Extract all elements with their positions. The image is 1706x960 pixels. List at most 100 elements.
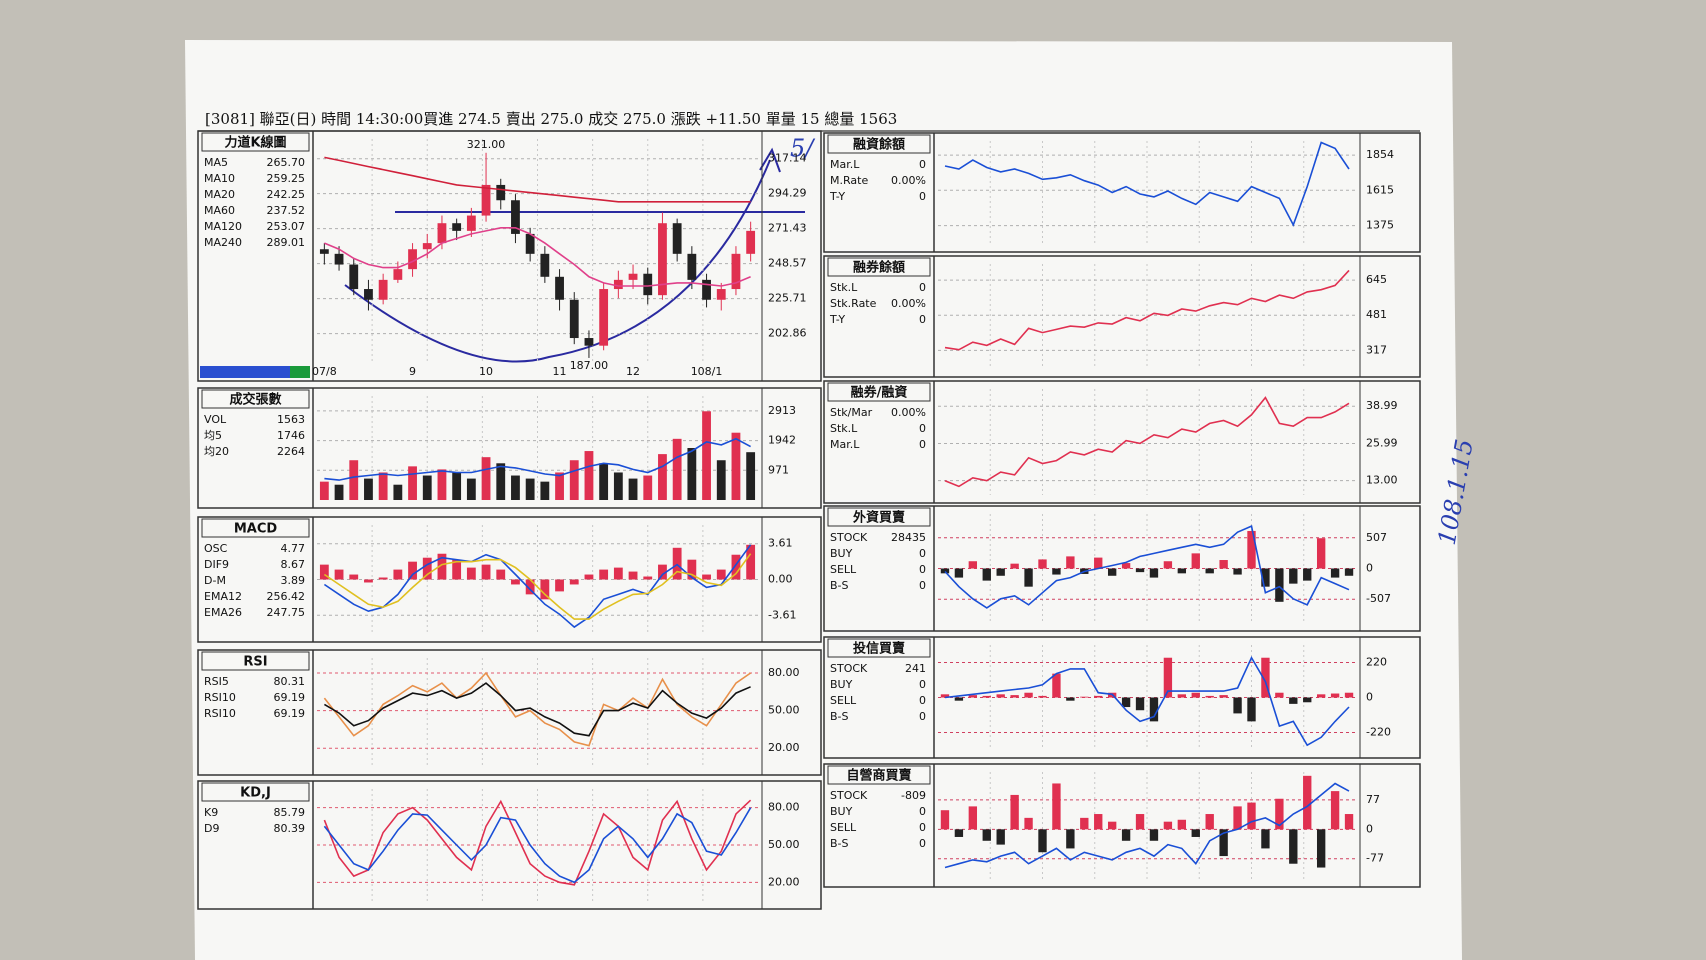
legend-value: 28435 [891,531,926,544]
bar [954,697,964,701]
bar [613,472,623,500]
legend-name: SELL [830,694,857,707]
bar [1094,557,1103,569]
legend-value: 0 [919,563,926,576]
bar [702,411,711,500]
legend-value: 253.07 [267,220,306,233]
bar [1316,829,1326,868]
x-tick-label: 07/8 [312,365,337,378]
legend-value: 0 [919,190,926,203]
candle-body [628,273,638,280]
bar [1191,692,1200,698]
legend-value: 0 [919,313,926,326]
bar [334,569,344,580]
bar [954,829,964,837]
bar [1052,783,1061,830]
legend-name: BUY [830,678,853,691]
bar [1330,568,1340,578]
bar [1344,692,1354,698]
panel-frame [197,387,822,509]
panel-frame [823,505,1421,632]
bar [466,478,476,500]
legend-value: 0 [919,422,926,435]
series-line [324,156,751,203]
bar [555,579,564,592]
legend-value: 0 [919,281,926,294]
y-tick-label: 0 [1366,562,1373,575]
bar [746,452,756,500]
legend-value: 80.31 [274,675,306,688]
bar [1275,798,1284,830]
y-tick-label: 1615 [1366,183,1394,196]
bar [540,481,550,500]
legend-name: B-S [830,710,849,723]
candle-body [716,289,726,300]
legend-value: 242.25 [267,188,306,201]
bar [1163,821,1173,830]
legend-value: 0 [919,837,926,850]
y-tick-label: 507 [1366,531,1387,544]
legend-strip [290,366,310,378]
bar [1205,695,1214,698]
bar [968,806,978,830]
candle-body [658,223,667,296]
bar [1066,697,1075,701]
y-tick-label: 77 [1366,793,1380,806]
bar [1010,794,1019,830]
bar [996,568,1005,576]
bar [1135,697,1145,711]
bar [1052,673,1061,698]
y-tick-label: 20.00 [768,741,800,754]
candle-body [643,273,653,296]
bar [1330,791,1340,830]
bar [731,432,741,500]
candle-body [613,279,623,290]
bar [1121,829,1131,841]
candle-body [555,276,564,300]
legend-name: Mar.L [830,158,860,171]
candle-body [334,253,344,265]
bar [996,829,1005,845]
title-box [201,389,310,409]
legend-name: K9 [204,806,218,819]
candle-body [452,223,462,231]
panel-title: 自營商買賣 [846,768,912,784]
bar [1303,697,1312,703]
legend-value: 256.42 [267,590,306,603]
x-tick-label: 10 [479,365,493,378]
bar [481,457,491,500]
cup-curve [344,147,781,363]
bar [1344,814,1354,830]
bar [1135,568,1145,573]
candle-body [349,264,359,290]
x-tick-label: 108/1 [691,365,723,378]
bar [422,557,432,580]
bar [496,569,506,580]
bar [1219,560,1228,569]
series-line [323,799,752,886]
bar [940,810,950,830]
bar [1149,697,1159,722]
candle-body [569,299,579,339]
bar [968,561,978,569]
bar [1080,696,1089,698]
bar [1038,695,1047,698]
bar [1316,694,1326,698]
series-line [944,782,1350,869]
bar [1107,821,1117,830]
bar [1038,559,1047,569]
y-tick-label: 38.99 [1366,399,1398,412]
bar [496,463,506,500]
bar [1177,694,1187,698]
y-tick-label: 80.00 [768,666,800,679]
bar [364,579,373,583]
bar [1121,697,1131,708]
header: [3081] 聯亞(日) 時間 14:30:00買進 274.5 賣出 275.… [205,110,897,128]
y-tick-label: 50.00 [768,704,800,717]
bar [613,567,623,580]
legend-value: 0 [919,579,926,592]
panel-frame [823,636,1421,759]
bar [1094,695,1103,698]
legend-name: Stk.L [830,281,858,294]
